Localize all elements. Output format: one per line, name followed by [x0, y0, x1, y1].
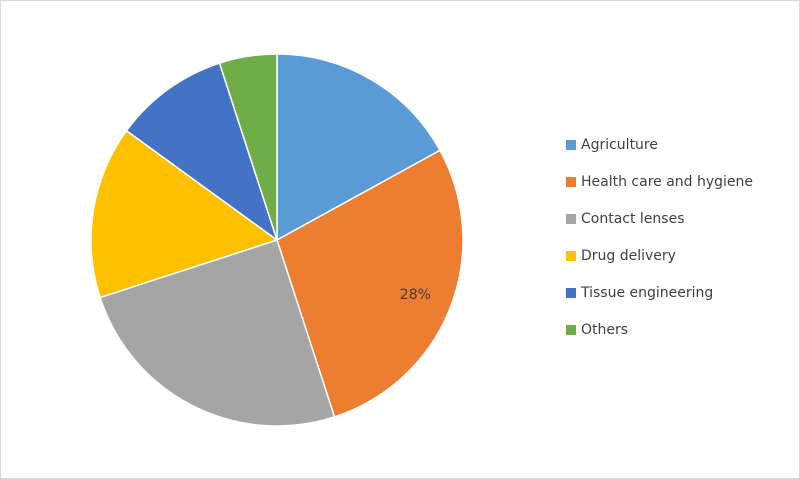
data-label: 28% — [400, 287, 431, 303]
legend-label: Agriculture — [581, 137, 658, 153]
legend-label: Contact lenses — [581, 211, 685, 227]
legend-swatch — [566, 325, 576, 335]
pie-slice — [99, 239, 336, 427]
legend-label: Health care and hygiene — [581, 174, 753, 190]
pie-slice — [90, 129, 279, 299]
pie-slice — [276, 149, 464, 418]
legend-label: Tissue engineering — [580, 285, 713, 301]
pie-slice — [125, 62, 279, 242]
legend-label: Drug delivery — [581, 248, 676, 264]
legend-label: Others — [581, 322, 628, 338]
legend-swatch — [566, 140, 576, 150]
legend-swatch — [566, 177, 576, 187]
legend-swatch — [566, 251, 576, 261]
pie-slice — [276, 53, 442, 242]
pie-slice — [218, 53, 278, 241]
legend-swatch — [566, 288, 576, 298]
legend-swatch — [566, 214, 576, 224]
